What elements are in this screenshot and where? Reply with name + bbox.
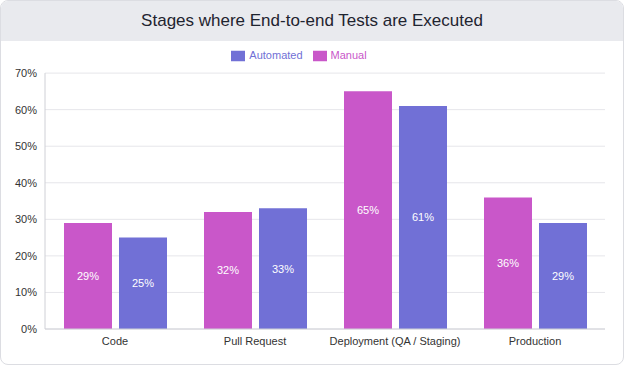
- svg-text:Pull Request: Pull Request: [224, 335, 286, 347]
- svg-text:29%: 29%: [552, 270, 574, 282]
- svg-text:20%: 20%: [15, 250, 37, 262]
- svg-text:60%: 60%: [15, 104, 37, 116]
- svg-text:30%: 30%: [15, 213, 37, 225]
- svg-text:61%: 61%: [412, 211, 434, 223]
- svg-text:65%: 65%: [357, 204, 379, 216]
- html-text:Manual: Manual: [330, 49, 367, 61]
- svg-text:70%: 70%: [15, 67, 37, 79]
- svg-text:Code: Code: [102, 335, 128, 347]
- html-text:Stages where End-to-end Tests: Stages where End-to-end Tests are Execut…: [141, 11, 483, 30]
- svg-text:40%: 40%: [15, 177, 37, 189]
- svg-text:50%: 50%: [15, 140, 37, 152]
- svg-text:Production: Production: [509, 335, 562, 347]
- svg-text:0%: 0%: [21, 323, 37, 335]
- svg-text:33%: 33%: [272, 263, 294, 275]
- svg-text:Deployment (QA / Staging): Deployment (QA / Staging): [330, 335, 461, 347]
- svg-text:32%: 32%: [217, 264, 239, 276]
- svg-text:25%: 25%: [132, 277, 154, 289]
- svg-text:10%: 10%: [15, 286, 37, 298]
- html-text:Automated: Automated: [249, 49, 303, 61]
- svg-text:36%: 36%: [497, 257, 519, 269]
- svg-text:29%: 29%: [77, 270, 99, 282]
